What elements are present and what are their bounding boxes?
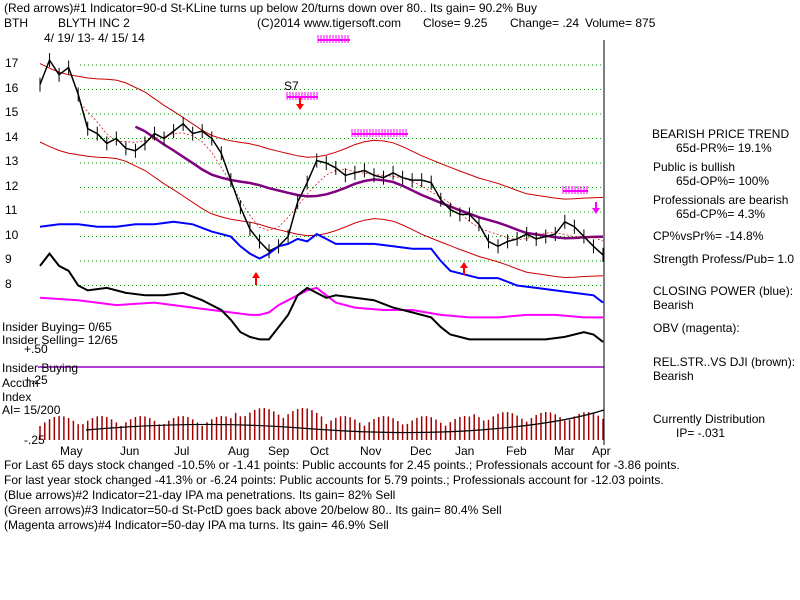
month-tick-label: May	[60, 444, 83, 458]
moving-average	[134, 125, 604, 240]
accumulation-index-histogram	[39, 408, 605, 440]
red-sell-arrow	[296, 97, 304, 110]
pr-value: 65d-PR%= 19.1%	[676, 141, 772, 155]
source-credit: (C)2014 www.tigersoft.com	[257, 16, 402, 30]
insider-selling-count: Insider Selling= 12/65	[2, 333, 118, 347]
s7-signal-label: S7	[284, 79, 299, 93]
month-tick-label: Mar	[554, 444, 575, 458]
relstr-title: REL.STR..VS DJI (brown):	[653, 355, 796, 369]
footer-65-day: For Last 65 days stock changed -10.5% or…	[4, 458, 680, 472]
public-status: Public is bullish	[653, 160, 736, 174]
price-bands	[39, 63, 604, 279]
upper-band	[39, 63, 604, 200]
ai-tick-label: +.50	[24, 342, 48, 356]
price-tick-label: 13	[5, 154, 19, 168]
relstr-value: Bearish	[653, 369, 694, 383]
month-tick-label: Oct	[310, 444, 329, 458]
magenta-sell-arrow	[592, 202, 600, 214]
insider-buying-count: Insider Buying= 0/65	[2, 320, 112, 334]
footer-last-year: For last year stock changed -41.3% or -6…	[4, 473, 664, 487]
price-tick-label: 17	[5, 56, 19, 70]
index-label: Index	[2, 390, 32, 404]
accum-label: Accum	[2, 376, 39, 390]
footer-indicator-3: (Green arrows)#3 Indicator=50-d St-PctD …	[4, 503, 502, 517]
signal-arrows	[252, 35, 600, 285]
price-tick-label: 15	[5, 105, 19, 119]
op-value: 65d-OP%= 100%	[676, 174, 770, 188]
month-tick-label: Apr	[592, 444, 611, 458]
distribution-status: Currently Distribution	[653, 412, 766, 426]
price-trend-title: BEARISH PRICE TREND	[652, 127, 790, 141]
cp-vs-pr: CP%vsPr%= -14.8%	[653, 229, 764, 243]
price-tick-label: 12	[5, 178, 19, 193]
month-tick-label: Nov	[360, 444, 382, 458]
month-tick-label: Jun	[120, 444, 140, 458]
closing-power-line	[39, 220, 604, 304]
price-grid	[80, 64, 603, 286]
red-buy-arrow	[460, 262, 468, 275]
cp-value: 65d-CP%= 4.3%	[676, 207, 766, 221]
relstr-line	[39, 251, 604, 343]
accum-average	[85, 409, 605, 434]
lower-band	[39, 141, 604, 279]
month-tick-label: Jan	[455, 444, 475, 458]
red-buy-arrow	[252, 272, 260, 285]
price-line	[39, 58, 604, 256]
month-tick-label: Sep	[268, 444, 290, 458]
obv-line	[39, 286, 603, 319]
insider-buying-label: Insider Buying	[2, 361, 79, 375]
ticker-symbol: BTH	[4, 16, 28, 30]
price-tick-label: 9	[5, 252, 12, 266]
month-tick-label: Jul	[174, 444, 190, 458]
price-tick-label: 10	[5, 227, 19, 242]
obv-title: OBV (magenta):	[653, 321, 740, 335]
strength-ratio: Strength Profess/Pub= 1.0	[653, 252, 795, 266]
closing-power-title: CLOSING POWER (blue):	[653, 284, 794, 298]
month-tick-label: Feb	[506, 444, 527, 458]
ip-value: IP= -.031	[676, 426, 726, 440]
volume: Volume= 875	[585, 16, 656, 30]
month-tick-label: Dec	[410, 444, 432, 458]
date-range: 4/ 19/ 13- 4/ 15/ 14	[44, 31, 145, 45]
professionals-status: Professionals are bearish	[653, 193, 789, 207]
price-change: Change= .24	[510, 16, 580, 30]
closing-power-value: Bearish	[653, 298, 694, 312]
indicator-lines	[39, 53, 604, 343]
ai-score: AI= 15/200	[2, 403, 61, 417]
ai-tick-label: +.25	[24, 373, 48, 387]
price-tick-label: 11	[5, 203, 18, 217]
ai-tick-label: -.25	[24, 433, 45, 447]
close-price: Close= 9.25	[423, 16, 488, 30]
footer-indicator-4: (Magenta arrows)#4 Indicator=50-day IPA …	[4, 518, 389, 532]
price-tick-label: 8	[5, 276, 12, 291]
header-indicator-1: (Red arrows)#1 Indicator=90-d St-KLine t…	[4, 1, 537, 15]
company-name: BLYTH INC 2	[58, 16, 130, 30]
price-tick-label: 14	[5, 129, 19, 144]
price-tick-label: 16	[5, 80, 19, 95]
month-tick-label: Aug	[228, 444, 250, 458]
footer-indicator-2: (Blue arrows)#2 Indicator=21-day IPA ma …	[4, 488, 396, 502]
